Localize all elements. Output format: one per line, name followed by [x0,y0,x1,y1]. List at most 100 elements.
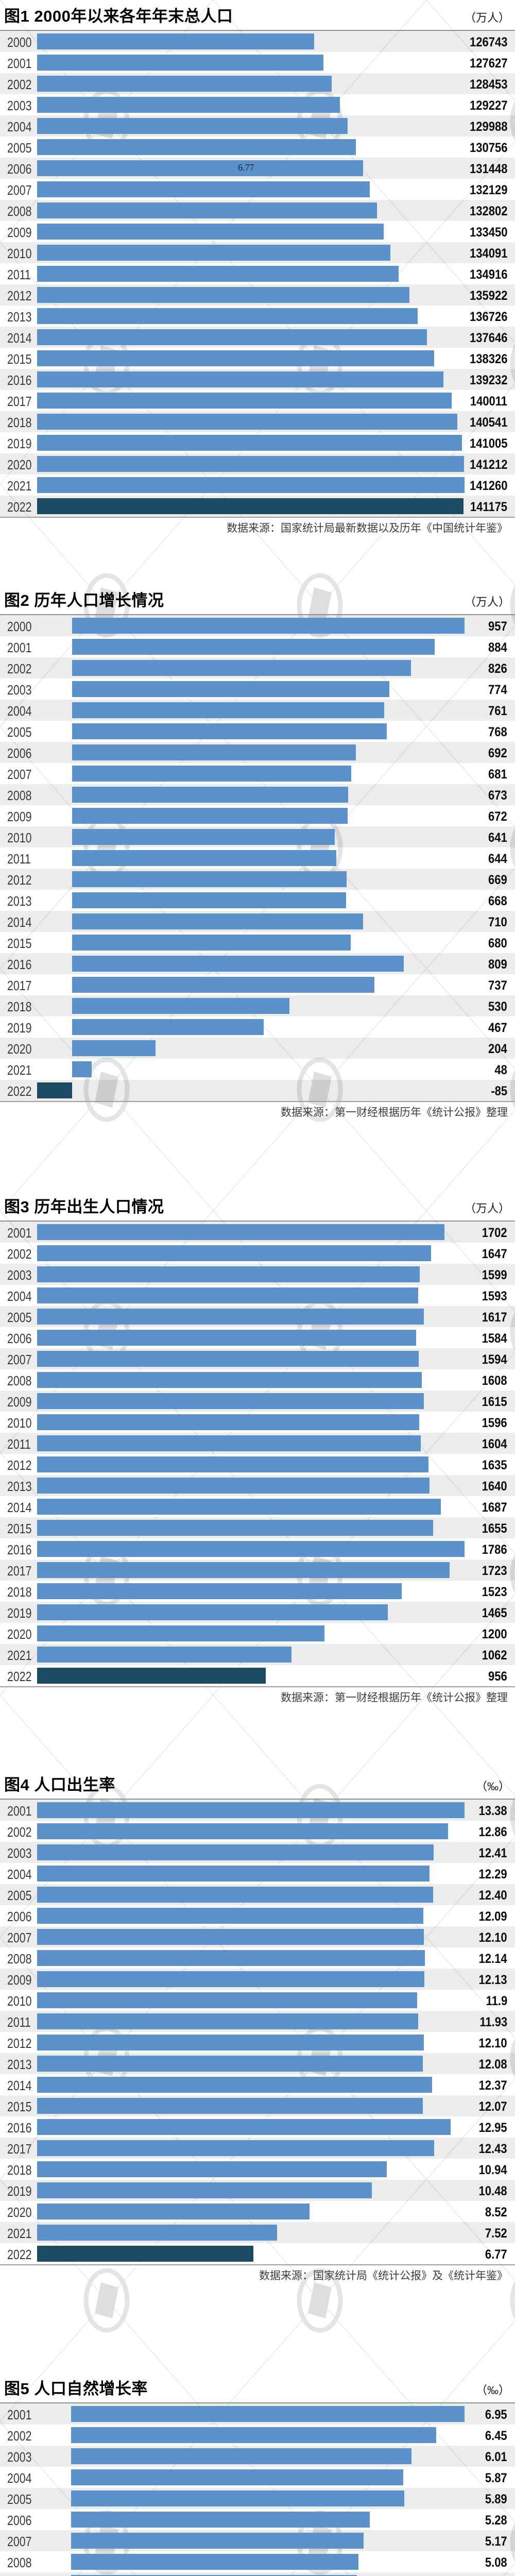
value-label: 128453 [469,77,507,92]
chart-row: 2010 1596 [0,1412,515,1433]
value-label: 6.77 [485,2247,507,2262]
value-label: 1615 [482,1395,507,1409]
bar [37,2056,423,2072]
value-label: 141212 [469,457,507,472]
chart-source: 数据来源：第一财经根据历年《统计公报》整理 [281,1692,508,1704]
value-label: 641 [488,831,507,845]
chart-row: 2007 132129 [0,179,515,200]
chart-row: 2016 12.95 [0,2116,515,2138]
year-label: 2007 [7,2534,32,2549]
chart-row: 2004 12.29 [0,1863,515,1884]
bar [72,660,411,676]
year-label: 2006 [7,2513,32,2528]
bar [37,2119,451,2135]
year-label: 2016 [7,1542,32,1557]
bar [71,2554,359,2570]
year-label: 2013 [7,1479,32,1494]
chart-row: 2014 710 [0,911,515,932]
year-label: 2014 [7,914,32,930]
bar [37,97,340,113]
value-label: 134916 [469,267,507,282]
bar [71,2512,370,2528]
chart-row: 2003 1599 [0,1264,515,1285]
chart-row: 2004 129988 [0,115,515,137]
chart-row: 2006 12.09 [0,1905,515,1926]
bar [37,1950,425,1966]
chart-row: 2012 1635 [0,1454,515,1475]
bar [72,702,384,718]
chart-row: 2006 131448 6.77 [0,158,515,179]
year-label: 2007 [7,1352,32,1367]
bar [37,1844,434,1860]
bar [72,808,348,824]
bar [37,2098,423,2114]
year-label: 2006 [7,745,32,761]
year-label: 2005 [7,1310,32,1325]
chart-row: 2001 1702 [0,1222,515,1243]
value-label: 140541 [469,415,507,430]
year-label: 2008 [7,1951,32,1967]
chart-row: 2005 12.40 [0,1884,515,1905]
chart-row: 2019 141005 [0,432,515,453]
value-label: 761 [488,704,507,718]
value-label: 127627 [469,56,507,71]
chart-header: 图2 历年人口增长情况 （万人） [0,591,515,614]
value-label: 139232 [469,373,507,387]
value-label: 681 [488,767,507,782]
value-label: 129988 [469,120,507,134]
value-label: 141260 [469,479,507,493]
value-label: 12.95 [478,2121,507,2135]
year-label: 2001 [7,1225,32,1241]
bar [37,1625,324,1641]
year-label: 2009 [7,225,32,240]
chart-row: 2015 680 [0,932,515,953]
chart-births: 图3 历年出生人口情况 （万人） 2001 1702 2002 1647 2003 159… [0,1198,515,1705]
year-label: 2017 [7,394,32,409]
value-label: 467 [488,1021,507,1035]
year-label: 2009 [7,1394,32,1410]
year-label: 2016 [7,372,32,388]
value-label: 133450 [469,225,507,240]
year-label: 2019 [7,1020,32,1036]
bar [37,202,377,218]
bar [72,787,348,803]
bar [37,139,356,155]
chart-plot-area: 2000 126743 2001 127627 2002 128453 2003 129227… [0,30,515,518]
bar [71,2406,465,2422]
value-label: 8.52 [485,2205,507,2219]
year-label: 2003 [7,1267,32,1283]
year-label: 2017 [7,2141,32,2157]
value-label: 12.14 [478,1952,507,1966]
chart-row: 2002 826 [0,657,515,679]
year-label: 2018 [7,999,32,1014]
value-label: 884 [488,640,507,655]
chart-row: 2022 6.77 [0,2243,515,2264]
year-label: 2000 [7,619,32,634]
bar [37,2077,433,2093]
value-label: 12.08 [478,2057,507,2072]
year-label: 2012 [7,1458,32,1473]
chart-row: 2001 13.38 [0,1800,515,1821]
chart-row: 2017 12.43 [0,2138,515,2159]
year-label: 2006 [7,161,32,177]
chart-row: 2022 141175 [0,496,515,517]
value-label: 131448 [469,162,507,176]
chart-row: 2016 1786 [0,1538,515,1560]
year-label: 2012 [7,288,32,303]
year-label: 2021 [7,1648,32,1663]
chart-source: 数据来源：国家统计局最新数据以及历年《中国统计年鉴》 [227,522,508,534]
chart-row: 2008 673 [0,784,515,805]
year-label: 2013 [7,309,32,325]
value-label: 5.08 [485,2555,507,2570]
stray-value-label: 6.77 [238,162,254,173]
year-label: 2008 [7,1373,32,1388]
bar [37,1245,432,1261]
chart-row: 2018 140541 [0,411,515,432]
bar [37,1992,418,2008]
value-label: 141175 [470,500,507,514]
year-label: 2003 [7,682,32,698]
bar [72,913,364,929]
chart-title: 图5 人口自然增长率 [4,2380,148,2398]
year-label: 2011 [7,2014,31,2030]
year-label: 2015 [7,2099,32,2114]
